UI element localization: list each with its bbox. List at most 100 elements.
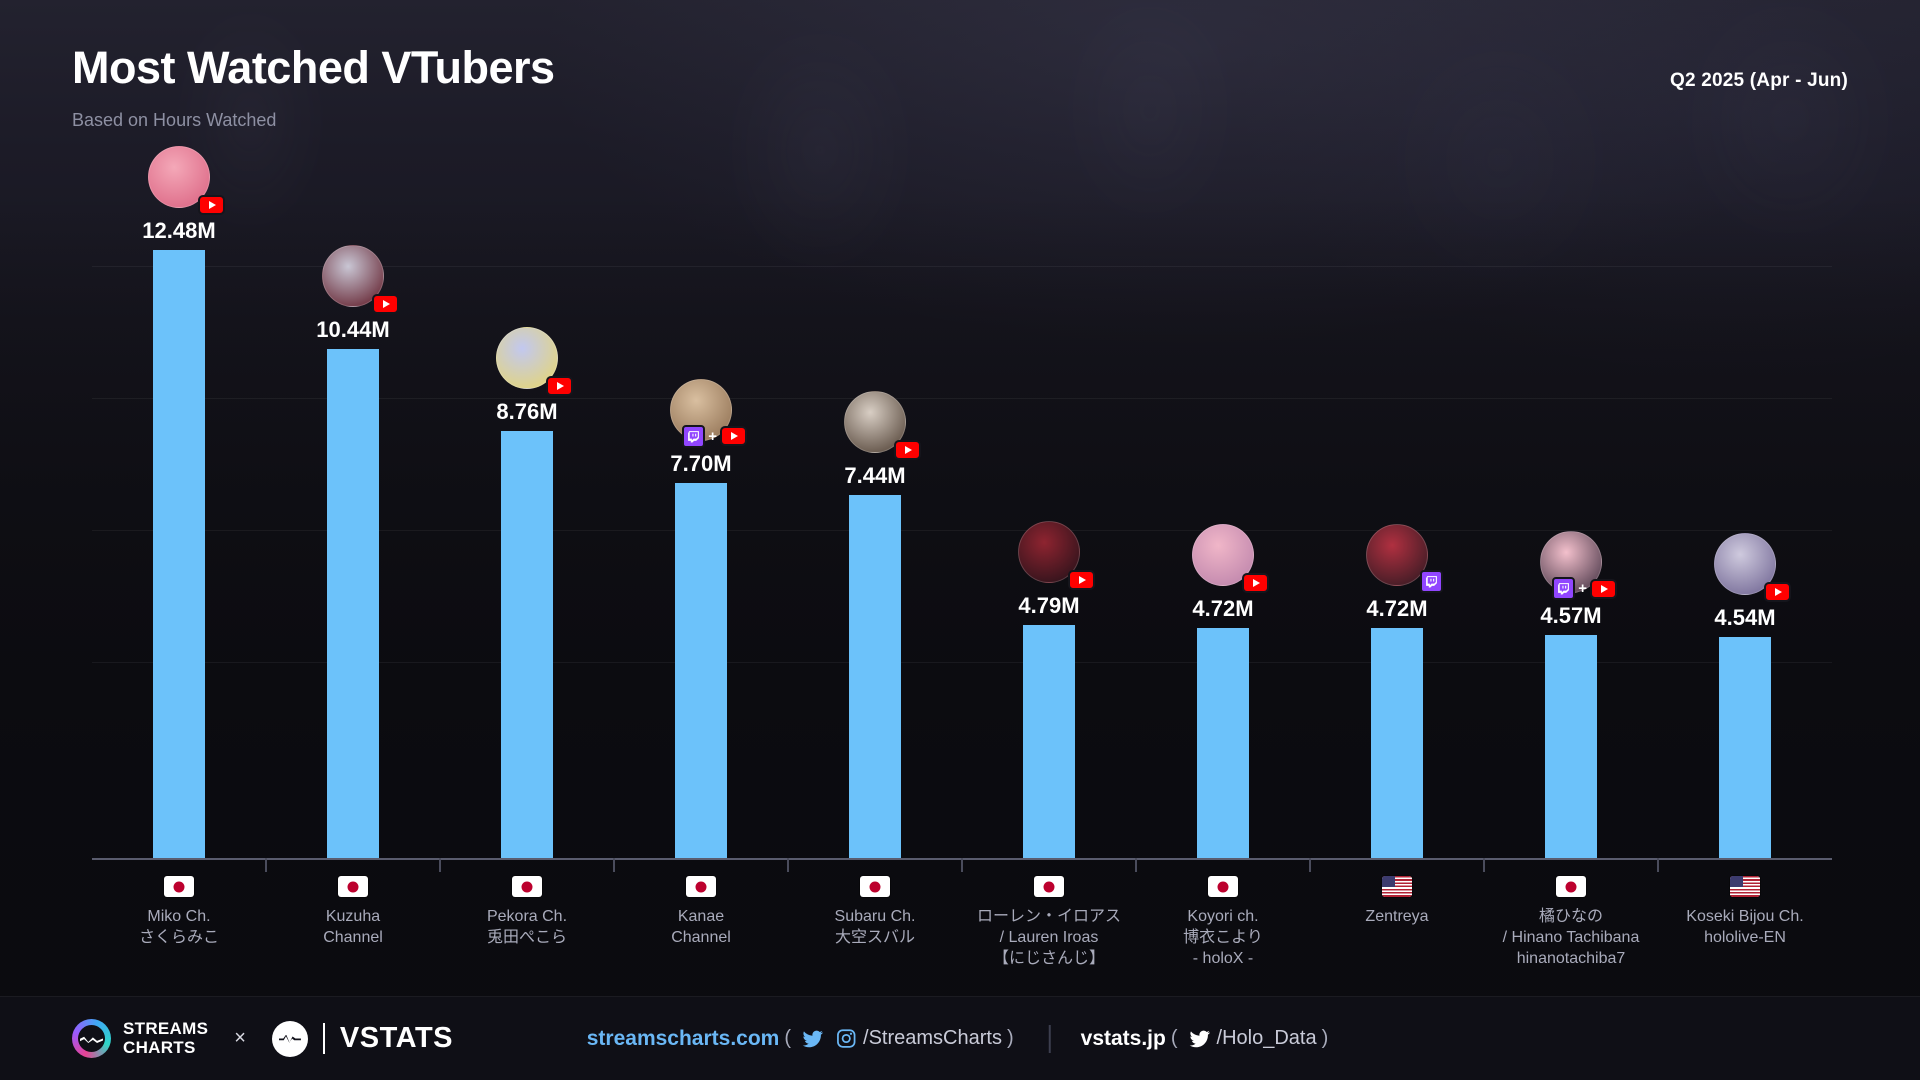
- channel-name-label: Koyori ch. 博衣こより - holoX -: [1183, 908, 1263, 967]
- avatar-group: [496, 327, 573, 397]
- bar[interactable]: [501, 431, 553, 858]
- bar-column[interactable]: 4.79M: [961, 200, 1136, 872]
- bar-column[interactable]: 12.48M: [92, 145, 266, 858]
- channel-name-label: 橘ひなの / Hinano Tachibana hinanotachiba7: [1502, 908, 1640, 967]
- flag-usa-icon: [1382, 876, 1412, 897]
- axis-tick: [1483, 858, 1485, 872]
- youtube-badge-icon: [894, 440, 921, 461]
- avatar: [322, 245, 399, 315]
- avatar: +: [1540, 531, 1617, 601]
- x-axis-label-group: Koyori ch. 博衣こより - holoX -: [1136, 876, 1310, 969]
- bar-column[interactable]: 4.54M: [1657, 200, 1832, 872]
- platform-badges: +: [682, 424, 747, 448]
- bar-column[interactable]: +7.70M: [613, 200, 788, 872]
- plus-sign: +: [1578, 580, 1587, 598]
- bar[interactable]: [1197, 627, 1249, 858]
- channel-name-label: Pekora Ch. 兎田ぺこら: [486, 908, 568, 946]
- vs-close-paren: ): [1321, 1027, 1329, 1049]
- channel-name-label: Kuzuha Channel: [323, 908, 383, 946]
- youtube-badge-icon: [1242, 572, 1269, 593]
- channel-name-label: Koseki Bijou Ch. hololive-EN: [1686, 908, 1804, 946]
- avatar-group: [148, 145, 225, 215]
- platform-badges: [894, 440, 921, 461]
- platform-badges: [546, 376, 573, 397]
- platform-badges: [1420, 569, 1443, 593]
- twitch-badge-icon: [1420, 569, 1443, 593]
- streamscharts-logo-icon: [72, 1019, 111, 1058]
- vstats-logo-icon: [271, 1020, 308, 1057]
- page-title: Most Watched VTubers: [72, 42, 555, 93]
- bar-column[interactable]: +4.57M: [1483, 200, 1658, 872]
- avatar: [844, 391, 921, 461]
- avatar-group: +: [670, 378, 747, 448]
- platform-badges: [198, 194, 225, 215]
- avatar: [148, 145, 225, 215]
- flag-japan-icon: [512, 876, 542, 897]
- avatar: [1714, 532, 1791, 602]
- chart-header: Most Watched VTubers Based on Hours Watc…: [72, 44, 555, 131]
- platform-badges: +: [1552, 577, 1617, 601]
- page-subtitle: Based on Hours Watched: [72, 110, 277, 131]
- x-axis-label-group: Subaru Ch. 大空スバル: [788, 876, 962, 969]
- platform-badges: [372, 294, 399, 315]
- bar-value-label: 4.72M: [1192, 595, 1254, 621]
- flag-usa-icon: [1730, 876, 1760, 897]
- bar[interactable]: [1545, 635, 1597, 858]
- bar-column[interactable]: 4.72M: [1309, 200, 1484, 872]
- bar-column[interactable]: 10.44M: [265, 200, 440, 872]
- vstats-handle[interactable]: /Holo_Data: [1216, 1027, 1317, 1049]
- bar[interactable]: [1371, 627, 1423, 858]
- instagram-icon[interactable]: [836, 1028, 857, 1049]
- bar-column[interactable]: 4.72M: [1135, 200, 1310, 872]
- x-axis-label-group: Miko Ch. さくらみこ: [92, 876, 266, 969]
- bar[interactable]: [153, 249, 205, 858]
- platform-badges: [1764, 581, 1791, 602]
- twitter-icon[interactable]: [802, 1028, 824, 1050]
- platform-badges: [1068, 569, 1095, 590]
- bar[interactable]: [1719, 636, 1771, 858]
- bar-value-label: 12.48M: [142, 217, 216, 243]
- axis-tick: [961, 858, 963, 872]
- avatar-group: +: [1540, 531, 1617, 601]
- flag-japan-icon: [1034, 876, 1064, 897]
- bar-column[interactable]: 7.44M: [787, 200, 962, 872]
- bar[interactable]: [675, 482, 727, 858]
- axis-tick: [1309, 858, 1311, 872]
- channel-name-label: Miko Ch. さくらみこ: [138, 908, 219, 946]
- vs-open-paren: (: [1170, 1027, 1178, 1049]
- twitter-icon[interactable]: [1189, 1028, 1211, 1050]
- youtube-badge-icon: [1590, 578, 1617, 599]
- bar-value-label: 4.54M: [1714, 604, 1776, 630]
- streamscharts-wordmark: STREAMS CHARTS: [123, 1020, 208, 1056]
- footer-links: streamscharts.com ( /StreamsCharts ) vst…: [586, 1024, 1334, 1053]
- bar[interactable]: [327, 349, 379, 858]
- twitch-badge-icon: [682, 424, 706, 448]
- x-axis-label-group: 橘ひなの / Hinano Tachibana hinanotachiba7: [1484, 876, 1658, 969]
- youtube-badge-icon: [198, 194, 225, 215]
- axis-tick: [1135, 858, 1137, 872]
- streamscharts-handle[interactable]: /StreamsCharts: [863, 1027, 1002, 1049]
- vstats-site-link[interactable]: vstats.jp: [1080, 1026, 1166, 1050]
- x-axis-label-group: Pekora Ch. 兎田ぺこら: [440, 876, 614, 969]
- plus-sign: +: [708, 427, 717, 445]
- bar[interactable]: [1023, 624, 1075, 858]
- sc-close-paren: ): [1006, 1027, 1014, 1049]
- bar[interactable]: [849, 495, 901, 858]
- channel-name-label: Kanae Channel: [671, 908, 731, 946]
- bar-column[interactable]: 8.76M: [439, 200, 614, 872]
- avatar: [1366, 523, 1443, 593]
- bar-series: 12.48M 10.44M 8.76M +7.70M 7.44M 4.79M 4.72M 4.…: [92, 145, 1832, 872]
- streamscharts-wordmark-line1: STREAMS: [123, 1019, 209, 1039]
- x-axis-label-group: ローレン・イロアス / Lauren Iroas 【にじさんじ】: [962, 876, 1136, 969]
- quarter-label: Q2 2025 (Apr - Jun): [1669, 70, 1848, 91]
- streamscharts-site-link[interactable]: streamscharts.com: [586, 1026, 780, 1050]
- x-axis-label-group: Koseki Bijou Ch. hololive-EN: [1658, 876, 1832, 969]
- axis-tick: [439, 858, 441, 872]
- flag-japan-icon: [686, 876, 716, 897]
- avatar-group: [1714, 532, 1791, 602]
- bar-value-label: 4.57M: [1540, 603, 1602, 629]
- bar-value-label: 10.44M: [316, 317, 390, 343]
- axis-tick: [613, 858, 615, 872]
- channel-name-label: Subaru Ch. 大空スバル: [834, 908, 916, 946]
